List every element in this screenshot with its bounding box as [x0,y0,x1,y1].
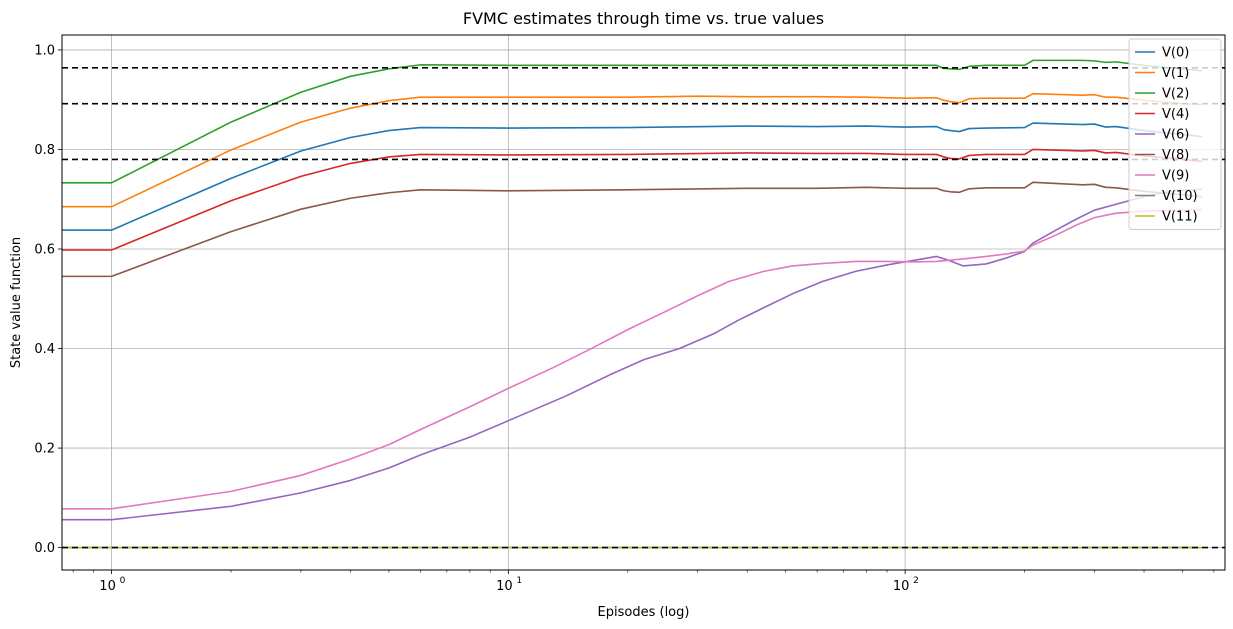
legend-label: V(1) [1162,66,1189,81]
legend-label: V(11) [1162,210,1198,225]
x-tick-exponent: 1 [516,576,522,586]
y-tick-label: 0.2 [34,442,55,457]
series-line-v2 [62,59,1203,184]
y-axis-label: State value function [9,237,24,368]
x-axis-label: Episodes (log) [598,605,690,620]
x-tick-label: 10 [99,579,116,594]
legend-label: V(4) [1162,107,1189,122]
y-tick-label: 0.0 [34,541,55,556]
y-tick-label: 0.8 [34,143,55,158]
legend-box [1128,38,1222,230]
series-line-v6 [62,188,1203,521]
x-tick-exponent: 2 [913,576,919,586]
legend-label: V(9) [1162,169,1189,184]
legend: V(0) V(1) V(2) V(4) V(6) V(8) V(9) V(10) V(11) [1128,38,1222,230]
x-tick-exponent: 0 [120,576,126,586]
y-axis-ticks: 0.0 0.2 0.4 0.6 0.8 1.0 [34,43,62,556]
x-tick-label: 10 [893,579,910,594]
series-line-v4 [62,148,1203,251]
legend-label: V(2) [1162,87,1189,102]
y-tick-label: 0.4 [34,342,55,357]
y-tick-label: 1.0 [34,43,55,58]
x-tick-label: 10 [496,579,513,594]
legend-label: V(6) [1162,128,1189,143]
true-value-lines [62,67,1225,549]
y-tick-label: 0.6 [34,243,55,258]
legend-label: V(8) [1162,148,1189,163]
x-axis-ticks: 10 0 10 1 10 2 [72,570,1215,594]
chart-title: FVMC estimates through time vs. true val… [463,9,824,28]
series-line-v8 [62,181,1203,278]
legend-label: V(0) [1162,46,1189,61]
series-line-v0 [62,122,1203,231]
plot-frame [61,34,1226,571]
legend-label: V(10) [1162,189,1198,204]
series-line-v9 [62,208,1203,510]
